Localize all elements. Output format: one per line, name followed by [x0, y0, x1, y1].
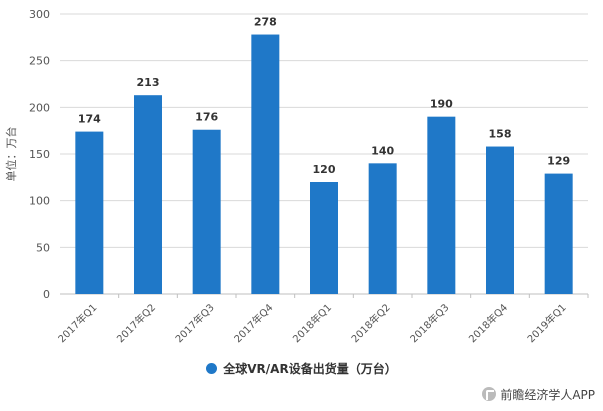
bar — [134, 95, 162, 294]
y-tick-label: 250 — [29, 55, 50, 68]
y-tick-label: 100 — [29, 195, 50, 208]
data-label: 129 — [547, 155, 570, 168]
bar — [310, 182, 338, 294]
legend-label: 全球VR/AR设备出货量（万台） — [223, 362, 397, 376]
bar — [192, 129, 221, 294]
legend-marker — [206, 363, 218, 374]
y-tick-label: 0 — [43, 288, 50, 301]
data-label: 176 — [195, 111, 218, 124]
y-tick-label: 50 — [36, 241, 50, 254]
data-label: 158 — [489, 128, 512, 141]
y-tick-label: 150 — [29, 148, 50, 161]
legend: 全球VR/AR设备出货量（万台） — [0, 360, 603, 377]
x-tick-label: 2017年Q1 — [55, 301, 99, 345]
x-tick-label: 2017年Q3 — [172, 301, 216, 345]
bar-chart: 0 50 100 150 200 250 300 单位：万台 174 2017年Q1 213 2017… — [4, 8, 589, 345]
bar — [368, 163, 397, 294]
y-tick-label: 200 — [29, 101, 50, 114]
data-label: 190 — [430, 98, 453, 111]
bar — [486, 146, 514, 294]
x-tick-label: 2017年Q2 — [114, 301, 158, 345]
x-tick-label: 2017年Q4 — [231, 301, 275, 345]
footer-credit: 前瞻经济学人APP — [482, 386, 595, 403]
bar — [427, 116, 456, 295]
bar — [544, 173, 573, 294]
data-label: 174 — [78, 113, 101, 126]
footer-credit-text: 前瞻经济学人APP — [500, 388, 595, 402]
qianzhan-logo-icon — [482, 387, 497, 401]
y-tick-label: 300 — [29, 8, 50, 21]
x-tick-label: 2018年Q3 — [407, 301, 451, 345]
x-tick-label: 2018年Q2 — [348, 301, 392, 345]
bar — [251, 34, 280, 295]
data-label: 140 — [371, 144, 394, 157]
data-label: 213 — [137, 76, 160, 89]
y-axis-label: 单位：万台 — [4, 127, 18, 182]
bar — [75, 131, 104, 294]
x-tick-label: 2019年Q1 — [524, 301, 568, 345]
data-label: 278 — [254, 16, 277, 29]
x-tick-label: 2018年Q1 — [290, 301, 334, 345]
x-tick-label: 2018年Q4 — [466, 301, 510, 345]
data-label: 120 — [313, 163, 336, 176]
